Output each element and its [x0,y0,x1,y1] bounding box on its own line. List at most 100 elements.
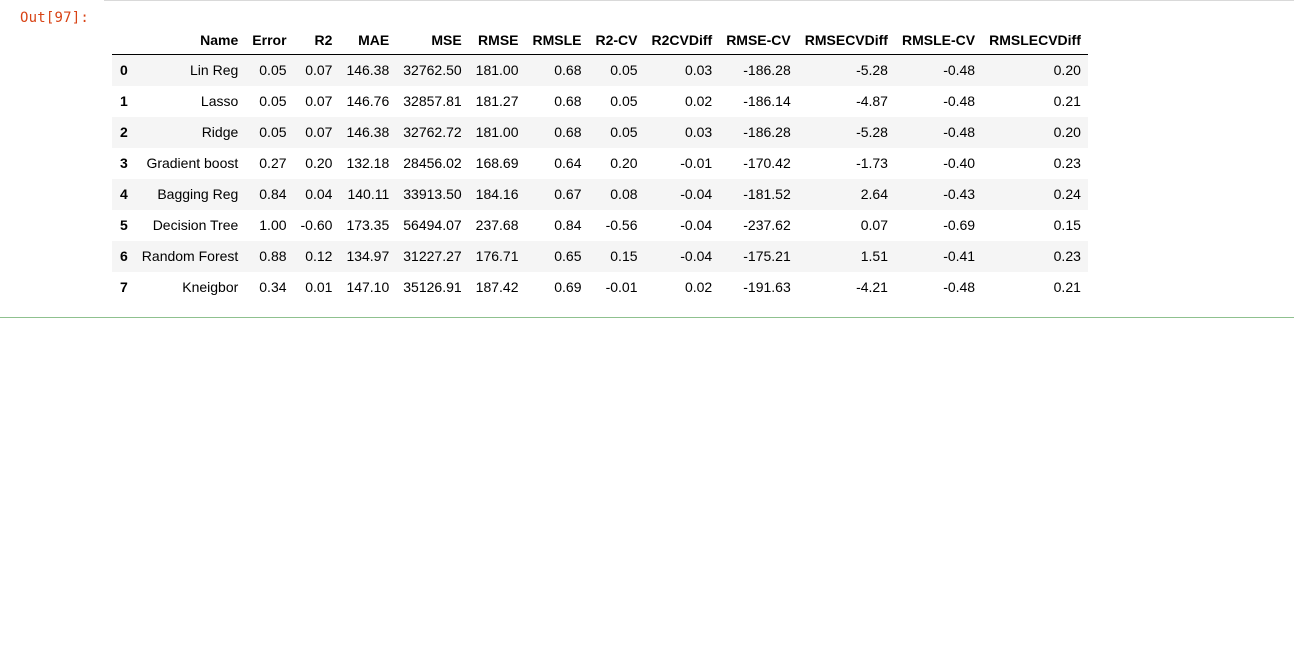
cell-r2cvdiff: -0.04 [680,186,713,202]
cell-rmsle-cv: -0.48 [943,124,976,140]
column-header-index [112,26,135,55]
column-header-rmsecvdiff: RMSECVDiff [797,26,895,55]
cell-name: Bagging Reg [157,186,239,202]
row-index: 4 [120,186,128,202]
cell-name: Lin Reg [190,62,239,79]
cell-name: Ridge [201,124,239,140]
cell-r2: 0.07 [305,124,333,140]
table-row: 1 Lasso 0.05 0.07 146.76 32857.81 181.27 0.68 0.… [112,86,1088,117]
cell-r2-cv: -0.01 [605,279,638,295]
column-header-rmslecvdiff: RMSLECVDiff [982,26,1088,55]
column-header-r2cvdiff: R2CVDiff [644,26,720,55]
cell-r2: 0.04 [305,186,333,202]
table-body: 0 Lin Reg 0.05 0.07 146.38 32762.50 181.00 0.68… [112,54,1088,303]
cell-rmsle-cv: -0.48 [943,62,976,79]
output-prompt: Out[97]: [20,10,90,26]
cell-bottom-divider [0,317,1294,318]
cell-error: 0.84 [259,186,287,202]
cell-rmslecvdiff: 0.23 [1053,155,1081,171]
cell-rmsle-cv: -0.43 [943,186,976,202]
cell-r2: 0.07 [305,62,333,79]
table-header-row: Name Error R2 MAE MSE RMSE RMSLE R2-CV R… [112,26,1088,55]
column-header-rmsle: RMSLE [525,26,589,55]
cell-rmslecvdiff: 0.20 [1053,124,1081,140]
cell-mae: 146.38 [346,62,390,79]
cell-rmsle: 0.69 [554,279,582,295]
cell-rmslecvdiff: 0.21 [1053,93,1081,109]
results-table: Name Error R2 MAE MSE RMSE RMSLE R2-CV R… [112,26,1088,303]
cell-rmslecvdiff: 0.23 [1053,248,1081,264]
table-row: 5 Decision Tree 1.00 -0.60 173.35 56494.07 237… [112,210,1088,241]
cell-r2-cv: 0.08 [610,186,638,202]
cell-r2cvdiff: -0.04 [680,248,713,264]
cell-r2cvdiff: 0.03 [684,62,713,79]
cell-rmsle: 0.65 [554,248,582,264]
cell-rmsle: 0.68 [554,124,582,140]
cell-rmslecvdiff: 0.24 [1053,186,1081,202]
cell-rmsle: 0.67 [554,186,582,202]
cell-mse: 31227.27 [403,248,462,264]
row-index: 5 [120,217,128,233]
cell-rmsecvdiff: 2.64 [860,186,888,202]
cell-rmsecvdiff: -4.87 [856,93,888,109]
cell-rmsle-cv: -0.48 [943,93,976,109]
cell-mse: 32762.72 [403,124,462,140]
cell-rmse: 187.42 [475,279,519,295]
cell-rmse: 237.68 [475,217,519,233]
cell-r2cvdiff: -0.04 [680,217,713,233]
cell-rmsle: 0.68 [554,62,582,79]
row-index: 0 [120,62,128,79]
cell-rmse-cv: -237.62 [743,217,791,233]
cell-rmsecvdiff: 0.07 [860,217,888,233]
cell-error: 1.00 [259,217,287,233]
cell-rmslecvdiff: 0.15 [1053,217,1081,233]
cell-rmse-cv: -175.21 [743,248,791,264]
cell-rmse: 181.00 [475,124,519,140]
cell-r2: 0.07 [305,93,333,109]
cell-rmsle-cv: -0.69 [943,217,976,233]
cell-error: 0.34 [259,279,287,295]
column-header-r2-cv: R2-CV [588,26,645,55]
column-header-name: Name [134,26,246,55]
cell-r2: 0.01 [305,279,333,295]
cell-mae: 134.97 [346,248,390,264]
cell-r2-cv: 0.05 [610,62,638,79]
cell-r2cvdiff: 0.02 [684,279,713,295]
cell-rmse-cv: -191.63 [743,279,791,295]
cell-rmsecvdiff: -5.28 [856,124,888,140]
cell-r2-cv: 0.15 [610,248,638,264]
row-index: 6 [120,248,128,264]
cell-r2-cv: 0.05 [610,93,638,109]
cell-rmsle: 0.68 [554,93,582,109]
cell-r2cvdiff: 0.03 [684,124,713,140]
row-index: 3 [120,155,128,171]
cell-rmse: 168.69 [475,155,519,171]
cell-mse: 33913.50 [403,186,462,202]
cell-rmsle: 0.64 [554,155,582,171]
cell-mae: 146.76 [346,93,390,109]
cell-name: Random Forest [141,248,239,264]
cell-mse: 56494.07 [403,217,462,233]
cell-error: 0.88 [259,248,287,264]
column-header-error: Error [245,26,294,55]
row-index: 2 [120,124,128,140]
column-header-rmse-cv: RMSE-CV [719,26,798,55]
cell-rmsecvdiff: -5.28 [856,62,888,79]
cell-rmse-cv: -186.28 [743,62,791,79]
cell-r2: -0.60 [300,217,333,233]
column-header-rmsle-cv: RMSLE-CV [894,26,983,55]
cell-mse: 28456.02 [403,155,462,171]
cell-mae: 173.35 [346,217,390,233]
cell-top-divider [104,0,1294,1]
cell-mae: 132.18 [346,155,390,171]
cell-error: 0.05 [259,124,287,140]
cell-error: 0.05 [259,93,287,109]
cell-r2-cv: -0.56 [605,217,638,233]
cell-rmse: 181.00 [475,62,519,79]
table-row: 7 Kneigbor 0.34 0.01 147.10 35126.91 187.42 0.6… [112,272,1088,303]
column-header-r2: R2 [293,26,340,55]
cell-rmsle-cv: -0.41 [943,248,976,264]
cell-rmse: 184.16 [475,186,519,202]
cell-rmsle: 0.84 [554,217,582,233]
